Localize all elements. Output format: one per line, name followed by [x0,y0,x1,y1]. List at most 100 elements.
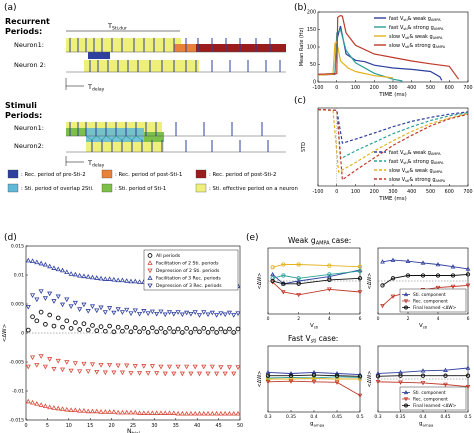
panel-e: (e) Weak gAMPA case: Fast Vsti case: 0 2 4 6 V… [246,233,472,427]
data-point [149,364,155,369]
x-tick-label: 10 [66,423,72,429]
legend-marker [147,253,153,258]
data-point [281,262,286,267]
rec-n1-post-sti2 [196,44,286,52]
data-point [222,329,228,335]
x-tick-label: 400 [407,189,416,195]
data-point [107,362,113,368]
x-tick-label: 0.5 [464,414,471,420]
legend-box [399,288,467,313]
data-point [68,407,74,413]
data-point [119,310,126,315]
data-point [167,326,172,331]
legend-marker [403,292,409,297]
data-point [111,329,117,335]
sti-neuron2-label: Neuron2: [14,142,44,150]
legend-marker [147,283,153,289]
x-tick-label: 200 [370,85,379,91]
data-point [102,276,108,281]
data-point [270,278,275,284]
data-point [29,258,36,264]
data-point [435,261,441,267]
series-line [267,376,361,379]
data-point [158,326,164,331]
legend-label: fast Vsti& strong gAMPA [389,25,444,31]
data-point [180,330,185,335]
data-point [270,271,275,277]
data-point [30,314,35,320]
legend-label: Sti. component [413,390,446,396]
data-point [326,287,332,292]
x-tick-label: 4 [328,316,331,322]
x-tick-label: 6 [359,316,362,322]
data-point [81,273,87,279]
data-point [128,371,134,376]
data-point [175,310,181,315]
x-tick-label: 700 [463,85,472,91]
data-point [47,263,53,269]
data-point [124,363,130,369]
stimuli-title-2: Periods: [5,111,42,120]
data-point [51,367,57,372]
data-point [94,308,100,314]
x-axis-label: TIME (ms) [378,92,406,98]
data-point [90,323,95,328]
data-point [192,364,198,370]
data-point [59,302,66,308]
data-point [375,374,381,379]
data-point [465,365,471,370]
data-point [218,410,224,416]
data-point [43,321,48,327]
data-point [405,258,411,263]
data-point [357,290,363,295]
data-point [380,259,385,264]
series-line [267,371,361,376]
rec-neuron1-label: Neuron1: [14,41,44,49]
x-tick-label: 0.3 [264,414,271,420]
data-point [149,410,155,415]
data-point [94,369,100,375]
data-point [222,312,228,318]
data-point [55,358,61,364]
data-point [218,365,224,370]
data-point [136,371,143,376]
rec-neuron2-label: Neuron 2: [14,61,46,69]
data-point [141,410,147,415]
data-point [47,312,53,318]
legend-marker [403,390,409,395]
data-point [231,330,237,335]
legend-marker [147,275,153,280]
data-point [98,324,104,329]
sti-causal-line [131,135,137,141]
data-point [162,330,168,335]
data-point [47,291,53,297]
x-tick-label: 0.35 [286,414,296,420]
data-point [102,370,108,376]
panel-a-label: (a) [4,3,17,13]
series-line [267,380,361,396]
data-point [175,364,181,370]
y-axis-label: <ΔW> [367,273,373,290]
x-tick-label: 400 [407,85,416,91]
legend-label: slow Vsti& strong gAMPA [389,177,446,183]
x-tick-label: 20 [109,423,115,429]
series-line [382,273,469,286]
data-point [311,379,317,385]
data-point [226,410,233,416]
data-point [102,409,108,414]
data-point [111,310,117,316]
data-point [231,371,237,377]
y-tick-label: -0.01 [12,389,24,395]
data-point [184,326,189,331]
x-tick-label: 0.4 [419,414,426,420]
x-axis-label: Ntrial [127,428,140,433]
legend-label: : Rec. period of post-Sti-2 [209,172,276,178]
data-point [38,260,44,266]
subplot-e-bottom-right: 0.3 0.35 0.4 0.45 0.5 gampa <ΔW> Sti. component… [367,345,472,427]
panel-b: (b) -100 0 100 200 300 400 500 600 7000501001502… [294,3,473,98]
data-point [375,379,381,385]
t-delay-label: Tdelay [87,83,105,93]
data-point [179,371,185,377]
data-point [81,407,87,413]
data-point [145,330,151,335]
